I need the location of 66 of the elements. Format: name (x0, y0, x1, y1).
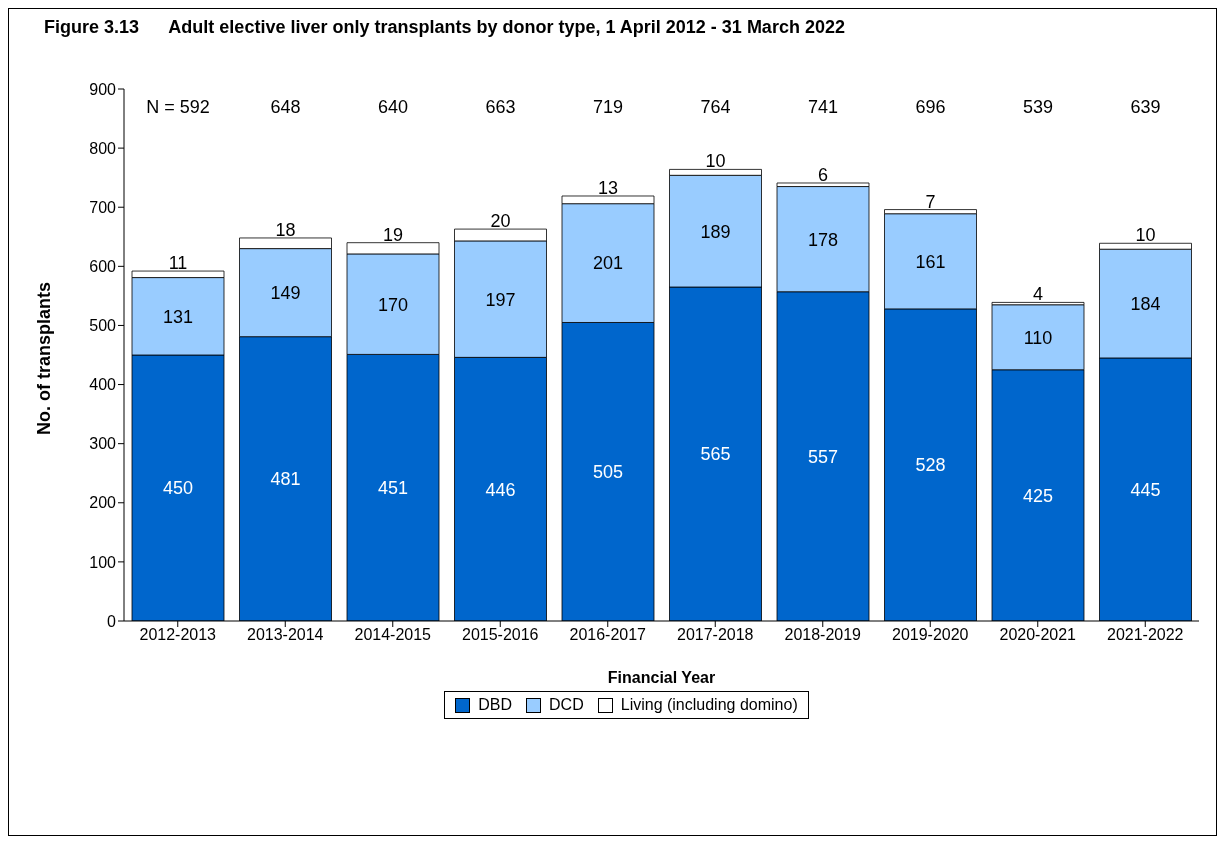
data-label: 450 (162, 478, 194, 499)
data-label: 445 (1130, 479, 1161, 500)
annotation: 764 (700, 97, 731, 117)
chart-title: Figure 3.13 Adult elective liver only transplants by donor type, 1 April 2012 - 31 March 2022 (44, 17, 845, 38)
legend-label: DCD (548, 696, 584, 714)
data-label: 20 (490, 211, 511, 232)
data-label: 505 (592, 462, 624, 483)
data-label: 7 (925, 191, 936, 212)
data-label: 189 (700, 221, 731, 242)
data-label: 10 (1135, 225, 1156, 246)
x-tick-label: 2020-2021 (999, 626, 1077, 644)
annotation: 696 (915, 97, 946, 117)
data-label: 11 (168, 253, 188, 274)
data-label: 19 (382, 224, 404, 245)
y-tick-label: 400 (89, 376, 117, 394)
x-tick-label: 2014-2015 (354, 626, 432, 644)
annotation: 648 (270, 97, 301, 117)
y-tick-label: 300 (89, 435, 117, 453)
data-label: 481 (270, 469, 301, 490)
data-label: 451 (377, 478, 409, 499)
y-tick-label: 200 (89, 494, 117, 512)
data-label: 13 (597, 177, 619, 198)
data-label: 184 (1130, 293, 1161, 314)
data-label: 131 (162, 306, 194, 327)
annotation: 663 (485, 97, 516, 117)
data-label: 110 (1023, 327, 1053, 348)
annotation: 640 (377, 97, 409, 117)
data-label: 178 (807, 229, 839, 250)
data-label: 425 (1022, 485, 1054, 506)
annotation: 719 (592, 97, 624, 117)
data-label: 528 (915, 455, 946, 476)
y-tick-label: 800 (89, 139, 117, 157)
y-tick-label: 0 (107, 612, 117, 630)
data-label: 201 (592, 253, 624, 274)
data-label: 446 (485, 479, 516, 500)
y-tick-label: 600 (89, 258, 117, 276)
data-label: 6 (817, 164, 829, 185)
x-tick-label: 2013-2014 (246, 626, 324, 644)
data-label: 557 (807, 446, 839, 467)
y-tick-label: 500 (89, 317, 117, 335)
legend-label: DBD (477, 696, 513, 714)
annotation: 741 (807, 97, 839, 117)
x-tick-label: 2015-2016 (461, 626, 539, 644)
annotation: 639 (1130, 97, 1161, 117)
y-tick-label: 900 (89, 80, 117, 98)
annotation: 539 (1022, 97, 1054, 117)
x-tick-label: 2012-2013 (139, 626, 217, 644)
data-label: 149 (270, 283, 301, 304)
x-axis-title: Financial Year (607, 669, 716, 686)
annotation: N = 592 (146, 97, 210, 117)
y-tick-label: 700 (89, 198, 117, 216)
data-label: 565 (700, 444, 731, 465)
data-label: 161 (915, 251, 946, 272)
data-label: 197 (485, 289, 516, 310)
y-axis-title: No. of transplants (34, 281, 55, 435)
x-tick-label: 2021-2022 (1106, 626, 1184, 644)
x-tick-label: 2016-2017 (569, 626, 647, 644)
data-label: 170 (377, 294, 409, 315)
legend-label: Living (including domino) (619, 696, 798, 714)
x-tick-label: 2018-2019 (784, 626, 862, 644)
data-label: 18 (275, 219, 296, 240)
x-tick-label: 2019-2020 (891, 626, 969, 644)
data-label: 4 (1032, 284, 1044, 305)
x-tick-label: 2017-2018 (676, 626, 754, 644)
data-label: 10 (705, 151, 726, 172)
y-tick-label: 100 (89, 553, 117, 571)
